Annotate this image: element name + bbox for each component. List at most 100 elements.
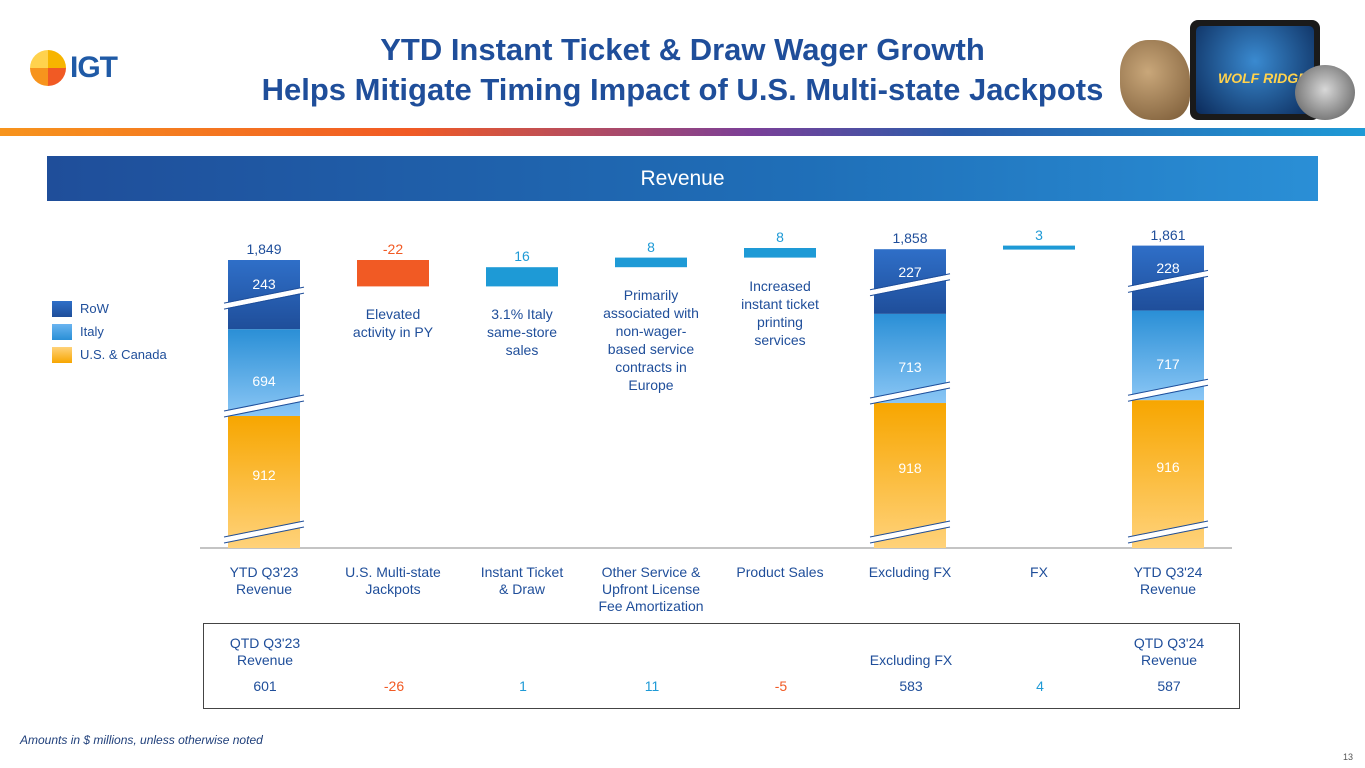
bar-us-value-label: 918 xyxy=(898,460,922,477)
legend-label-us: U.S. & Canada xyxy=(80,347,167,362)
bar-delta xyxy=(357,260,429,287)
qtd-value: 583 xyxy=(899,678,923,694)
ram-illustration-icon xyxy=(1120,40,1190,120)
bar-delta-label: 16 xyxy=(514,248,530,265)
qtd-header: Excluding FX xyxy=(869,652,953,668)
legend-item-italy: Italy xyxy=(52,320,167,343)
legend-label-row: RoW xyxy=(80,301,109,316)
qtd-header: QTD Q3'24 Revenue xyxy=(1133,635,1205,668)
axis-break-mask xyxy=(1127,270,1209,292)
axis-break-line xyxy=(223,526,305,544)
bar-total-label: 1,849 xyxy=(246,241,282,257)
axis-break-line xyxy=(869,526,951,544)
bar-delta-label: -22 xyxy=(382,241,404,257)
bar-row-value-label: 243 xyxy=(252,276,276,293)
qtd-value: 11 xyxy=(644,678,660,694)
legend-item-us: U.S. & Canada xyxy=(52,343,167,366)
bar-note: Primarily associated with non-wager- bas… xyxy=(603,287,699,394)
category-label: Product Sales xyxy=(736,564,824,580)
bar-us-segment xyxy=(1132,400,1204,548)
chart-legend: RoW Italy U.S. & Canada xyxy=(52,297,167,366)
axis-break-mask xyxy=(1127,521,1209,543)
igt-logo: IGT xyxy=(30,50,118,86)
page-number: 13 xyxy=(1342,752,1353,762)
axis-break-line xyxy=(223,520,305,538)
legend-swatch-row-icon xyxy=(52,300,72,317)
category-label: YTD Q3'23 Revenue xyxy=(229,564,299,597)
category-label: U.S. Multi-state Jackpots xyxy=(345,564,441,597)
axis-break-line xyxy=(869,520,951,538)
legend-swatch-italy-icon xyxy=(52,323,72,340)
bar-delta xyxy=(744,248,816,258)
axis-break-line xyxy=(1127,384,1209,402)
legend-swatch-us-icon xyxy=(52,346,72,363)
title-line-1: YTD Instant Ticket & Draw Wager Growth xyxy=(380,32,985,67)
axis-break-line xyxy=(1127,526,1209,544)
bar-us-value-label: 912 xyxy=(252,467,276,484)
axis-break-line xyxy=(223,292,305,310)
tablet-illustration-icon xyxy=(1190,20,1320,120)
category-label: Instant Ticket & Draw xyxy=(480,564,564,597)
legend-item-row: RoW xyxy=(52,297,167,320)
igt-logo-mark-icon xyxy=(30,50,66,86)
axis-break-line xyxy=(869,381,951,399)
tablet-screen xyxy=(1196,26,1314,114)
qtd-value: 601 xyxy=(253,678,277,694)
bar-delta-label: 8 xyxy=(647,238,655,255)
axis-break-line xyxy=(223,394,305,412)
bar-delta xyxy=(615,257,687,268)
footnote: Amounts in $ millions, unless otherwise … xyxy=(20,733,263,747)
revenue-banner: Revenue xyxy=(47,156,1318,201)
axis-break-mask xyxy=(223,395,305,417)
category-label: FX xyxy=(1030,564,1048,580)
brand-stripe xyxy=(0,128,1365,136)
bar-delta-label: 3 xyxy=(1035,226,1043,243)
legend-label-italy: Italy xyxy=(80,324,104,339)
category-label: YTD Q3'24 Revenue xyxy=(1133,564,1203,597)
category-label: Other Service & Upfront License Fee Amor… xyxy=(598,564,704,614)
axis-break-mask xyxy=(1127,379,1209,401)
bar-delta-label: 8 xyxy=(776,229,784,245)
axis-break-line xyxy=(1127,378,1209,396)
bar-row-value-label: 227 xyxy=(898,263,922,280)
bar-note: 3.1% Italy same-store sales xyxy=(486,306,558,359)
bar-delta xyxy=(1003,245,1075,250)
bar-delta xyxy=(486,267,558,287)
axis-break-line xyxy=(1127,520,1209,538)
axis-break-mask xyxy=(223,521,305,543)
hero-game-title: WOLF RIDGE xyxy=(1218,70,1308,86)
bar-italy-value-label: 717 xyxy=(1156,356,1180,373)
title-line-2: Helps Mitigate Timing Impact of U.S. Mul… xyxy=(261,72,1104,107)
igt-logo-text: IGT xyxy=(70,51,118,84)
axis-break-line xyxy=(869,279,951,297)
qtd-value: 4 xyxy=(1036,678,1044,694)
qtd-header: QTD Q3'23 Revenue xyxy=(229,635,301,668)
waterfall-chart xyxy=(200,245,1232,549)
qtd-value: -5 xyxy=(774,678,788,694)
bar-us-value-label: 916 xyxy=(1156,458,1180,475)
category-label: Excluding FX xyxy=(868,564,952,580)
qtd-value: -26 xyxy=(383,678,405,694)
bar-total-label: 1,858 xyxy=(892,230,928,247)
axis-break-line xyxy=(1127,269,1209,287)
axis-break-mask xyxy=(869,521,951,543)
qtd-summary-table: QTD Q3'23 Revenue Excluding FX QTD Q3'24 R… xyxy=(203,623,1240,709)
raccoon-illustration-icon xyxy=(1295,65,1355,120)
axis-break-line xyxy=(223,400,305,418)
qtd-value: 587 xyxy=(1157,678,1181,694)
bar-italy-value-label: 694 xyxy=(252,373,276,390)
page-title: YTD Instant Ticket & Draw Wager Growth H… xyxy=(230,30,1135,110)
axis-break-mask xyxy=(223,287,305,309)
bar-note: Elevated activity in PY xyxy=(352,306,434,341)
axis-break-mask xyxy=(869,382,951,404)
axis-break-mask xyxy=(869,274,951,296)
bar-total-label: 1,861 xyxy=(1150,226,1186,243)
axis-break-line xyxy=(869,273,951,291)
axis-break-line xyxy=(1127,275,1209,293)
bar-row-value-label: 228 xyxy=(1156,260,1180,277)
bar-italy-value-label: 713 xyxy=(898,359,922,376)
axis-break-line xyxy=(223,286,305,304)
qtd-value: 1 xyxy=(519,678,527,694)
axis-break-line xyxy=(869,387,951,405)
bar-note: Increased instant ticket printing servic… xyxy=(741,277,819,348)
